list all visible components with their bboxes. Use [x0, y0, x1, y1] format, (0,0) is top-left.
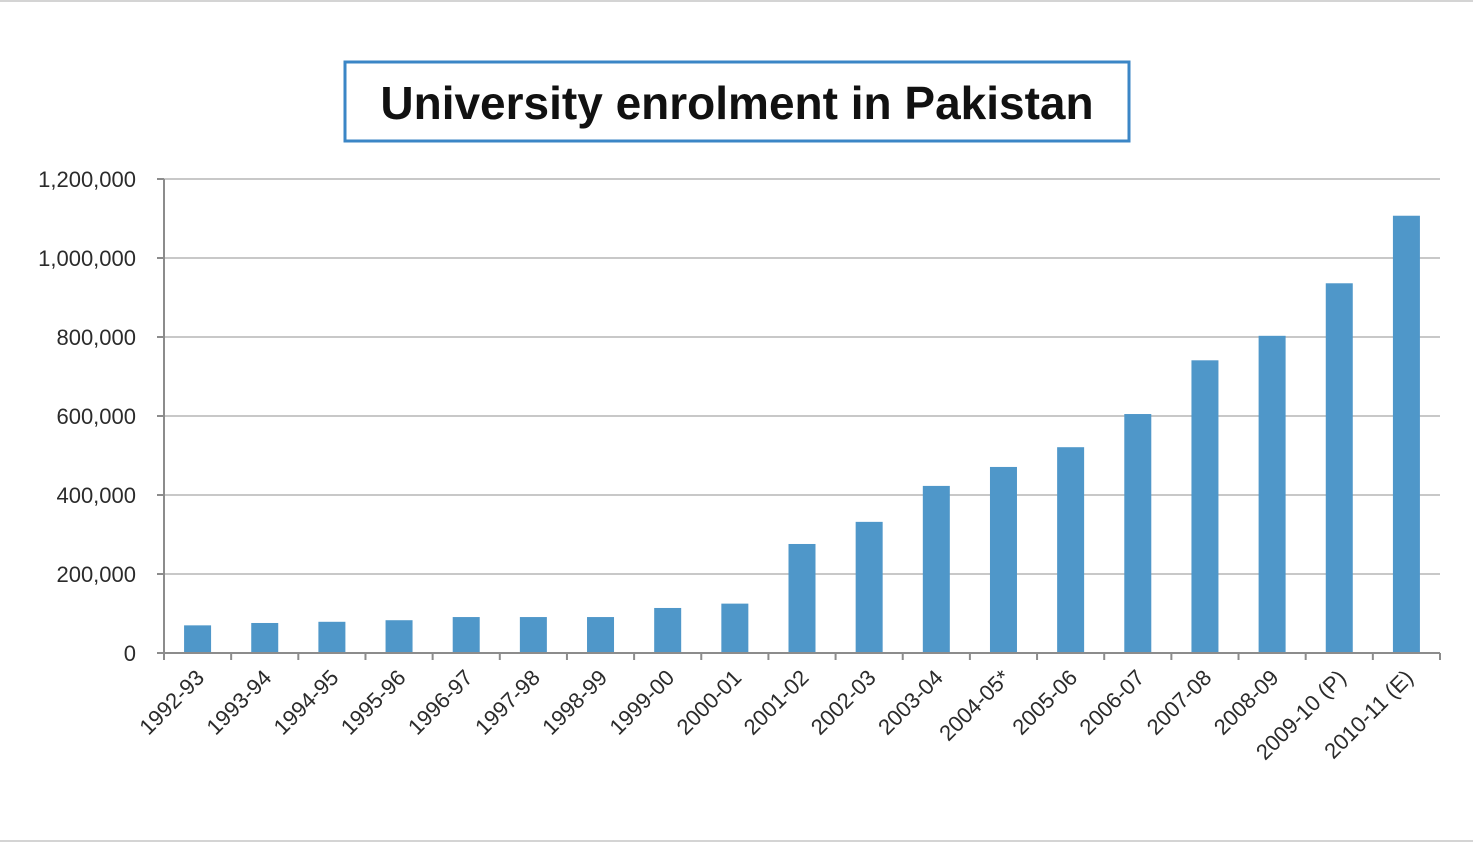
y-tick-label: 600,000	[56, 404, 136, 429]
y-axis-tick-labels: 0 200,000 400,000 600,000 800,000 1,000,000 1,…	[38, 167, 136, 666]
x-tick-label: 1992-93	[134, 665, 209, 740]
x-tick-label: 1997-98	[470, 665, 545, 740]
x-tick-label: 1993-94	[201, 665, 276, 740]
y-tick-label: 400,000	[56, 483, 136, 508]
bar	[788, 543, 816, 653]
x-tick-label: 1998-99	[537, 665, 612, 740]
x-tick-label: 2002-03	[806, 665, 881, 740]
bar	[1057, 447, 1085, 653]
gridlines	[164, 178, 1440, 575]
bar	[519, 617, 547, 653]
bar	[721, 603, 749, 653]
bar	[855, 521, 883, 653]
x-tick-label: 2001-02	[739, 665, 814, 740]
bar	[184, 625, 212, 653]
bar	[587, 617, 615, 653]
bar	[1258, 335, 1286, 653]
x-tick-label: 2005-06	[1007, 665, 1082, 740]
bar	[922, 485, 950, 653]
bar	[1191, 360, 1219, 653]
x-tick-label: 1999-00	[604, 665, 679, 740]
bar	[654, 607, 682, 653]
x-tick-label: 2007-08	[1142, 665, 1217, 740]
x-tick-label: 2006-07	[1075, 665, 1150, 740]
axes	[157, 178, 1441, 660]
bar	[318, 621, 346, 653]
bar	[385, 620, 413, 653]
y-tick-label: 800,000	[56, 325, 136, 350]
x-tick-label: 1994-95	[269, 665, 344, 740]
bars	[184, 215, 1420, 654]
y-tick-label: 0	[124, 641, 136, 666]
bar	[1392, 215, 1420, 654]
bar	[989, 466, 1017, 653]
y-tick-label: 1,200,000	[38, 167, 136, 192]
y-tick-label: 200,000	[56, 562, 136, 587]
y-tick-label: 1,000,000	[38, 246, 136, 271]
x-tick-label: 1996-97	[403, 665, 478, 740]
x-tick-label: 1995-96	[336, 665, 411, 740]
x-tick-label: 2004-05*	[934, 665, 1015, 746]
chart-title: University enrolment in Pakistan	[380, 77, 1093, 129]
bar	[452, 617, 480, 653]
bar	[251, 622, 279, 653]
x-axis-tick-labels: 1992-931993-941994-951995-961996-971997-…	[134, 665, 1418, 765]
bar	[1124, 414, 1152, 653]
chart-title-box	[343, 60, 1131, 143]
bar	[1325, 283, 1353, 653]
x-tick-label: 2000-01	[672, 665, 747, 740]
